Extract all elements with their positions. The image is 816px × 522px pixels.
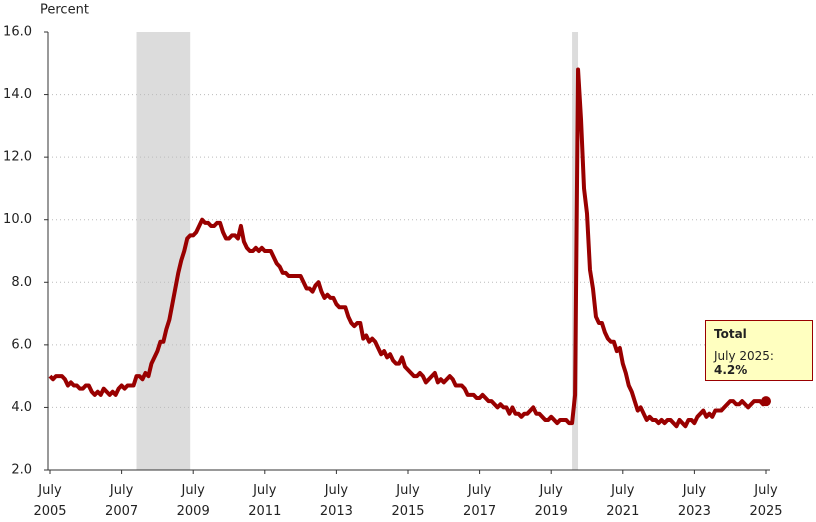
y-tick-label: 16.0 bbox=[3, 25, 32, 40]
x-tick-label: July 2011 bbox=[248, 483, 282, 519]
x-tick-label: July 2009 bbox=[176, 483, 210, 519]
y-tick-label: 8.0 bbox=[11, 275, 32, 290]
x-tick-label: July 2025 bbox=[749, 483, 783, 519]
tooltip-value: 4.2% bbox=[714, 363, 748, 377]
recession-shade bbox=[136, 32, 191, 470]
y-tick-label: 6.0 bbox=[11, 337, 32, 352]
tooltip-title: Total bbox=[714, 327, 747, 341]
tooltip: Total July 2025: 4.2% bbox=[705, 320, 813, 381]
y-axis-label: Percent bbox=[40, 3, 89, 18]
x-tick-label: July 2013 bbox=[319, 483, 353, 519]
y-tick-label: 2.0 bbox=[11, 463, 32, 478]
y-tick-label: 12.0 bbox=[3, 150, 32, 165]
x-tick-label: July 2005 bbox=[33, 483, 67, 519]
x-tick-label: July 2023 bbox=[677, 483, 711, 519]
tooltip-label: July 2025: bbox=[714, 349, 774, 363]
tooltip-body: July 2025: 4.2% bbox=[714, 349, 804, 377]
series-line bbox=[48, 67, 768, 429]
x-tick-label: July 2015 bbox=[391, 483, 425, 519]
y-tick-label: 4.0 bbox=[11, 400, 32, 415]
y-tick-label: 14.0 bbox=[3, 87, 32, 102]
x-tick-label: July 2019 bbox=[534, 483, 568, 519]
x-tick-label: July 2021 bbox=[606, 483, 640, 519]
highlight-point bbox=[761, 396, 771, 407]
x-tick-label: July 2007 bbox=[105, 483, 139, 519]
x-tick-label: July 2017 bbox=[463, 483, 497, 519]
y-tick-label: 10.0 bbox=[3, 212, 32, 227]
